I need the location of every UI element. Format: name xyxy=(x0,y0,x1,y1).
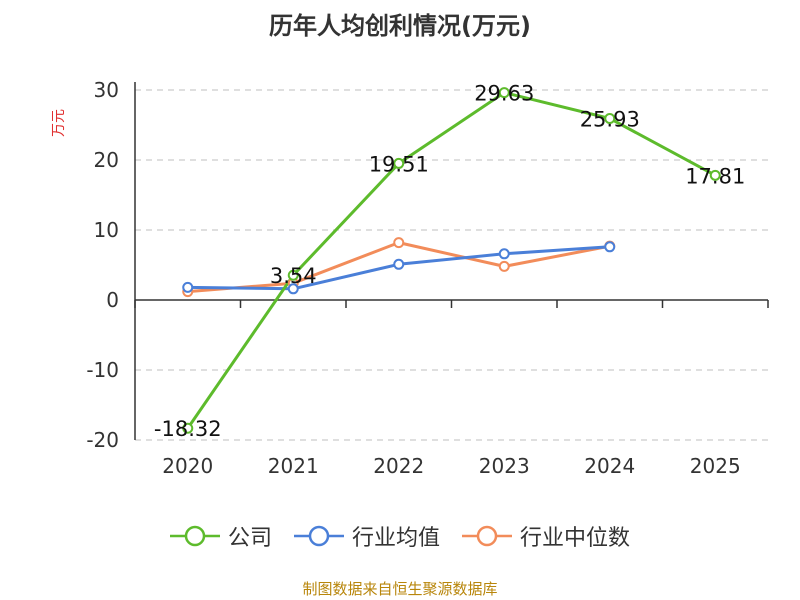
y-tick-label: 10 xyxy=(94,218,119,242)
data-label: 3.54 xyxy=(270,264,317,288)
legend-item-industry-mean[interactable]: 行业均值 xyxy=(293,520,440,552)
data-labels: -18.32 3.54 19.51 29.63 25.93 17.81 xyxy=(154,82,745,442)
data-point xyxy=(498,248,510,260)
y-tick-label: 30 xyxy=(94,78,119,102)
x-tick-label: 2025 xyxy=(690,454,741,478)
legend-marker-industry-median xyxy=(462,525,512,547)
x-tick-label: 2021 xyxy=(268,454,319,478)
data-point xyxy=(393,237,405,249)
x-tick-label: 2023 xyxy=(479,454,530,478)
data-point xyxy=(287,283,299,295)
grid-lines xyxy=(135,89,768,441)
data-point xyxy=(498,87,510,99)
data-label: -18.32 xyxy=(154,417,222,441)
data-point xyxy=(393,258,405,270)
data-points xyxy=(182,87,721,434)
data-label: 17.81 xyxy=(685,164,745,188)
x-tick-label: 2022 xyxy=(373,454,424,478)
chart-title: 历年人均创利情况(万元) xyxy=(269,12,531,40)
data-point xyxy=(182,422,194,434)
legend-label-company: 公司 xyxy=(227,526,272,551)
y-tick-label: -20 xyxy=(86,428,119,452)
data-point xyxy=(604,112,616,124)
x-tick-label: 2024 xyxy=(584,454,635,478)
legend-marker-company xyxy=(169,525,220,547)
y-tick-label: -10 xyxy=(86,358,119,382)
x-tick-label: 2020 xyxy=(162,454,213,478)
legend-item-industry-median[interactable]: 行业中位数 xyxy=(462,520,630,552)
data-point xyxy=(709,169,721,181)
data-point xyxy=(393,157,405,169)
legend-marker-industry-mean xyxy=(293,525,344,547)
data-label: 29.63 xyxy=(474,82,534,106)
data-point xyxy=(287,269,299,281)
legend: 公司 行业均值 行业中位数 xyxy=(0,520,800,552)
data-point xyxy=(498,260,510,272)
series-line xyxy=(186,91,716,430)
legend-label-industry-mean: 行业均值 xyxy=(351,526,440,551)
data-point xyxy=(182,281,194,293)
legend-item-company[interactable]: 公司 xyxy=(169,520,272,552)
data-label: 19.51 xyxy=(369,152,429,176)
y-tick-label: 20 xyxy=(94,148,119,172)
y-tick-label: 0 xyxy=(106,288,119,312)
data-label: 25.93 xyxy=(580,107,640,131)
source-footer: 制图数据来自恒生聚源数据库 xyxy=(302,580,498,598)
legend-label-industry-median: 行业中位数 xyxy=(520,526,631,551)
axes: 30 20 10 0 -10 -20 2020 2021 2022 2023 2024 2025 xyxy=(86,78,769,478)
series-lines xyxy=(186,91,716,430)
data-point xyxy=(604,241,616,253)
